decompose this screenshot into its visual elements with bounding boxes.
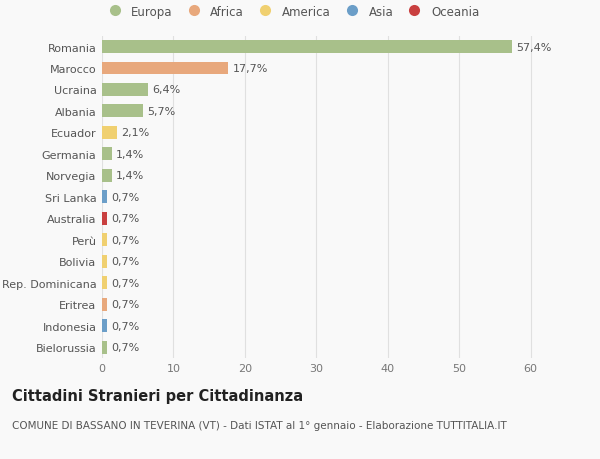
Text: 0,7%: 0,7%	[111, 321, 140, 331]
Bar	[102, 298, 107, 311]
Text: 57,4%: 57,4%	[516, 42, 551, 52]
Bar	[102, 319, 107, 332]
Text: Cittadini Stranieri per Cittadinanza: Cittadini Stranieri per Cittadinanza	[12, 388, 303, 403]
Bar	[102, 62, 229, 75]
Bar	[102, 127, 117, 140]
Bar	[102, 191, 107, 204]
Text: 0,7%: 0,7%	[111, 299, 140, 309]
Text: 17,7%: 17,7%	[233, 64, 268, 74]
Bar	[102, 148, 112, 161]
Text: 0,7%: 0,7%	[111, 342, 140, 353]
Text: 0,7%: 0,7%	[111, 214, 140, 224]
Bar	[102, 234, 107, 246]
Text: COMUNE DI BASSANO IN TEVERINA (VT) - Dati ISTAT al 1° gennaio - Elaborazione TUT: COMUNE DI BASSANO IN TEVERINA (VT) - Dat…	[12, 420, 507, 430]
Text: 0,7%: 0,7%	[111, 257, 140, 267]
Text: 1,4%: 1,4%	[116, 171, 145, 181]
Bar	[102, 169, 112, 182]
Legend: Europa, Africa, America, Asia, Oceania: Europa, Africa, America, Asia, Oceania	[98, 1, 484, 23]
Text: 0,7%: 0,7%	[111, 278, 140, 288]
Bar	[102, 255, 107, 268]
Bar	[102, 41, 512, 54]
Text: 1,4%: 1,4%	[116, 150, 145, 160]
Bar	[102, 341, 107, 354]
Bar	[102, 105, 143, 118]
Bar	[102, 277, 107, 290]
Text: 2,1%: 2,1%	[121, 128, 149, 138]
Bar	[102, 213, 107, 225]
Text: 6,4%: 6,4%	[152, 85, 180, 95]
Bar	[102, 84, 148, 97]
Text: 5,7%: 5,7%	[147, 106, 175, 117]
Text: 0,7%: 0,7%	[111, 235, 140, 245]
Text: 0,7%: 0,7%	[111, 192, 140, 202]
